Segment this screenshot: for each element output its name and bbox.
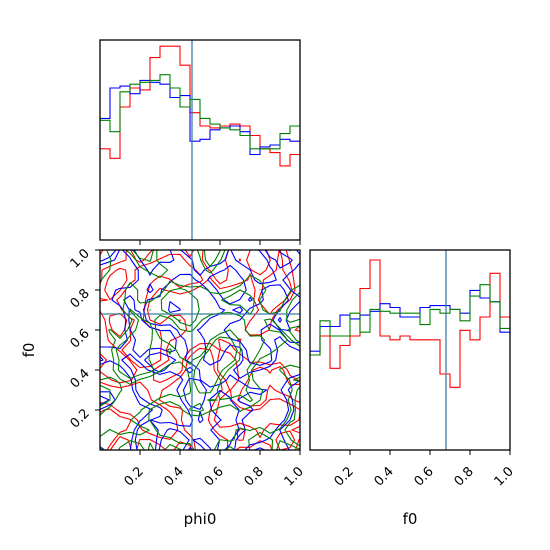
contour-series-2-level-1 bbox=[100, 250, 300, 450]
phi0-histogram-panel bbox=[99, 39, 301, 245]
x-tick-label: 0.8 bbox=[452, 464, 477, 489]
f0-histogram-panel: 0.2 0.4 0.6 0.8 1.0 bbox=[309, 249, 517, 489]
x-tick-label: 0.4 bbox=[372, 464, 397, 489]
phi0-histogram-series-2 bbox=[100, 74, 300, 150]
x-tick-label: 0.6 bbox=[202, 464, 227, 489]
y-axis-label-f0: f0 bbox=[20, 343, 38, 358]
y-tick-label: 0.4 bbox=[68, 366, 93, 391]
x-tick-label: 0.2 bbox=[332, 464, 357, 489]
phi0-histogram-frame bbox=[99, 39, 301, 241]
f0-histogram-background bbox=[310, 250, 510, 450]
x-tick-label: 0.8 bbox=[242, 464, 267, 489]
f0-histogram-series-2 bbox=[310, 284, 510, 356]
f0-histogram-series-group bbox=[310, 259, 510, 388]
x-tick-label: 0.4 bbox=[162, 464, 187, 489]
y-tick-label: 0.6 bbox=[68, 326, 93, 351]
y-tick-label: 1.0 bbox=[68, 246, 93, 271]
y-tick-label: 0.2 bbox=[68, 406, 93, 431]
f0-histogram-series-0 bbox=[310, 259, 510, 388]
y-tick-label: 0.8 bbox=[68, 286, 93, 311]
phi0-histogram-ticks bbox=[139, 240, 301, 245]
x-tick-label: 1.0 bbox=[492, 464, 517, 489]
f0-histogram-frame bbox=[309, 249, 511, 451]
contour-frame bbox=[99, 249, 301, 451]
x-tick-label: 1.0 bbox=[282, 464, 307, 489]
x-tick-label: 0.6 bbox=[412, 464, 437, 489]
f0-histogram-ticks: 0.2 0.4 0.6 0.8 1.0 bbox=[332, 450, 517, 489]
x-tick-label: 0.2 bbox=[122, 464, 147, 489]
contour-series-2-level-0 bbox=[100, 250, 300, 450]
phi0-histogram-series-1 bbox=[100, 79, 300, 156]
phi0-histogram-series-group bbox=[100, 45, 300, 167]
phi0-f0-contour-panel: 0.2 0.4 0.6 0.8 1.0 0.2 0.4 0.6 0.8 1.0 bbox=[68, 246, 307, 489]
x-axis-label-phi0: phi0 bbox=[184, 510, 217, 528]
x-axis-label-f0: f0 bbox=[403, 510, 418, 528]
